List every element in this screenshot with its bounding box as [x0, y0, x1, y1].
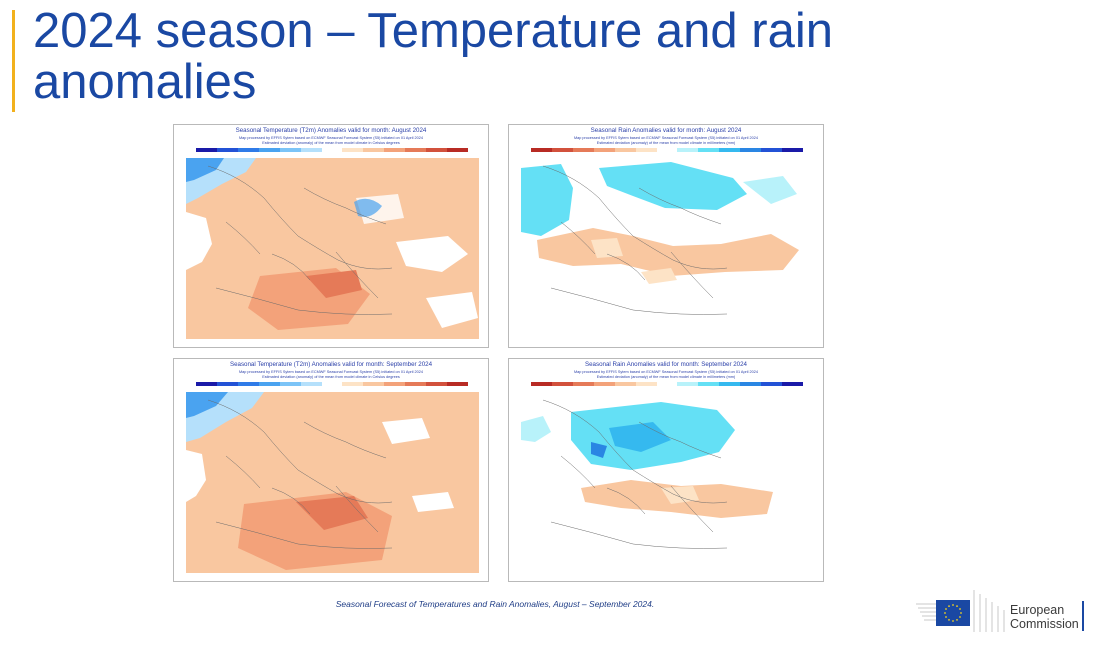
- rain-color-scale: [531, 382, 803, 386]
- color-scale-swatch: [656, 148, 678, 152]
- color-scale-swatch: [405, 382, 427, 386]
- color-scale-swatch: [782, 382, 803, 386]
- color-scale-swatch: [447, 382, 468, 386]
- color-scale-swatch: [551, 148, 573, 152]
- color-scale-swatch: [258, 382, 280, 386]
- panel-subtitle: Estimated deviation (anomaly) of the mea…: [262, 141, 400, 145]
- rain-color-scale: [531, 148, 803, 152]
- color-scale-swatch: [342, 148, 364, 152]
- color-scale-swatch: [384, 148, 406, 152]
- color-scale-swatch: [614, 382, 636, 386]
- temperature-map-august: Seasonal Temperature (T2m) Anomalies val…: [173, 124, 489, 348]
- color-scale-swatch: [363, 382, 385, 386]
- color-scale-swatch: [384, 382, 406, 386]
- map-rain-september: [521, 392, 814, 573]
- color-scale-swatch: [572, 148, 594, 152]
- panel-title: Seasonal Rain Anomalies valid for month:…: [590, 127, 742, 134]
- color-scale-swatch: [635, 382, 657, 386]
- color-scale-swatch: [593, 382, 615, 386]
- slide-title: 2024 season – Temperature and rain anoma…: [33, 4, 833, 109]
- color-scale-swatch: [782, 148, 803, 152]
- color-scale-swatch: [531, 382, 552, 386]
- panel-subtitle: Estimated deviation (anomaly) of the mea…: [596, 141, 736, 145]
- color-scale-swatch: [740, 382, 762, 386]
- logo-building-lines: [916, 590, 1005, 632]
- color-scale-swatch: [656, 382, 678, 386]
- rain-map-september: Seasonal Rain Anomalies valid for month:…: [508, 358, 824, 582]
- color-scale-swatch: [572, 382, 594, 386]
- panel-title: Seasonal Temperature (T2m) Anomalies val…: [235, 127, 427, 134]
- logo-line-european: European: [1010, 603, 1065, 617]
- temperature-map-september: Seasonal Temperature (T2m) Anomalies val…: [173, 358, 489, 582]
- panel-subtitle: Estimated deviation (anomaly) of the mea…: [596, 375, 736, 379]
- color-scale-swatch: [635, 148, 657, 152]
- color-scale-swatch: [342, 382, 364, 386]
- color-scale-swatch: [698, 382, 720, 386]
- color-scale-swatch: [447, 148, 468, 152]
- color-scale-swatch: [279, 382, 301, 386]
- color-scale-swatch: [321, 382, 343, 386]
- color-scale-swatch: [761, 148, 783, 152]
- color-scale-swatch: [405, 148, 427, 152]
- panel-subtitle: Map processed by EFFIS Sytem based on EC…: [238, 136, 424, 140]
- panel-subtitle: Estimated deviation (anomaly) of the mea…: [262, 375, 400, 379]
- color-scale-swatch: [300, 148, 322, 152]
- color-scale-swatch: [426, 382, 448, 386]
- logo-line-commission: Commission: [1010, 617, 1079, 631]
- color-scale-swatch: [237, 382, 259, 386]
- european-commission-logo: [916, 590, 1005, 632]
- color-scale-swatch: [719, 148, 741, 152]
- color-scale-swatch: [300, 382, 322, 386]
- color-scale-swatch: [216, 148, 238, 152]
- panel-title: Seasonal Rain Anomalies valid for month:…: [584, 361, 747, 368]
- eu-stars: [944, 604, 962, 622]
- color-scale-swatch: [237, 148, 259, 152]
- title-accent-bar: [12, 10, 15, 112]
- color-scale-swatch: [321, 148, 343, 152]
- color-scale-swatch: [614, 148, 636, 152]
- color-scale-swatch: [363, 148, 385, 152]
- color-scale-swatch: [426, 148, 448, 152]
- color-scale-swatch: [258, 148, 280, 152]
- color-scale-swatch: [761, 382, 783, 386]
- color-scale-swatch: [279, 148, 301, 152]
- color-scale-swatch: [593, 148, 615, 152]
- color-scale-swatch: [216, 382, 238, 386]
- color-scale-swatch: [677, 382, 699, 386]
- figure-caption: Seasonal Forecast of Temperatures and Ra…: [335, 599, 655, 609]
- temperature-color-scale: [196, 382, 468, 386]
- color-scale-swatch: [551, 382, 573, 386]
- logo-divider: [1082, 601, 1084, 631]
- map-temperature-august: [186, 158, 479, 339]
- eu-flag: [936, 600, 970, 626]
- color-scale-swatch: [740, 148, 762, 152]
- panel-title: Seasonal Temperature (T2m) Anomalies val…: [229, 361, 433, 368]
- temperature-color-scale: [196, 148, 468, 152]
- panel-subtitle: Map processed by EFFIS Sytem based on EC…: [573, 370, 759, 374]
- color-scale-swatch: [531, 148, 552, 152]
- panel-subtitle: Map processed by EFFIS Sytem based on EC…: [238, 370, 424, 374]
- color-scale-swatch: [719, 382, 741, 386]
- color-scale-swatch: [698, 148, 720, 152]
- panel-subtitle: Map processed by EFFIS Sytem based on EC…: [573, 136, 759, 140]
- logo-text: European Commission: [1010, 603, 1079, 631]
- color-scale-swatch: [677, 148, 699, 152]
- rain-map-august: Seasonal Rain Anomalies valid for month:…: [508, 124, 824, 348]
- map-rain-august: [521, 158, 814, 339]
- map-temperature-september: [186, 392, 479, 573]
- color-scale-swatch: [196, 382, 217, 386]
- color-scale-swatch: [196, 148, 217, 152]
